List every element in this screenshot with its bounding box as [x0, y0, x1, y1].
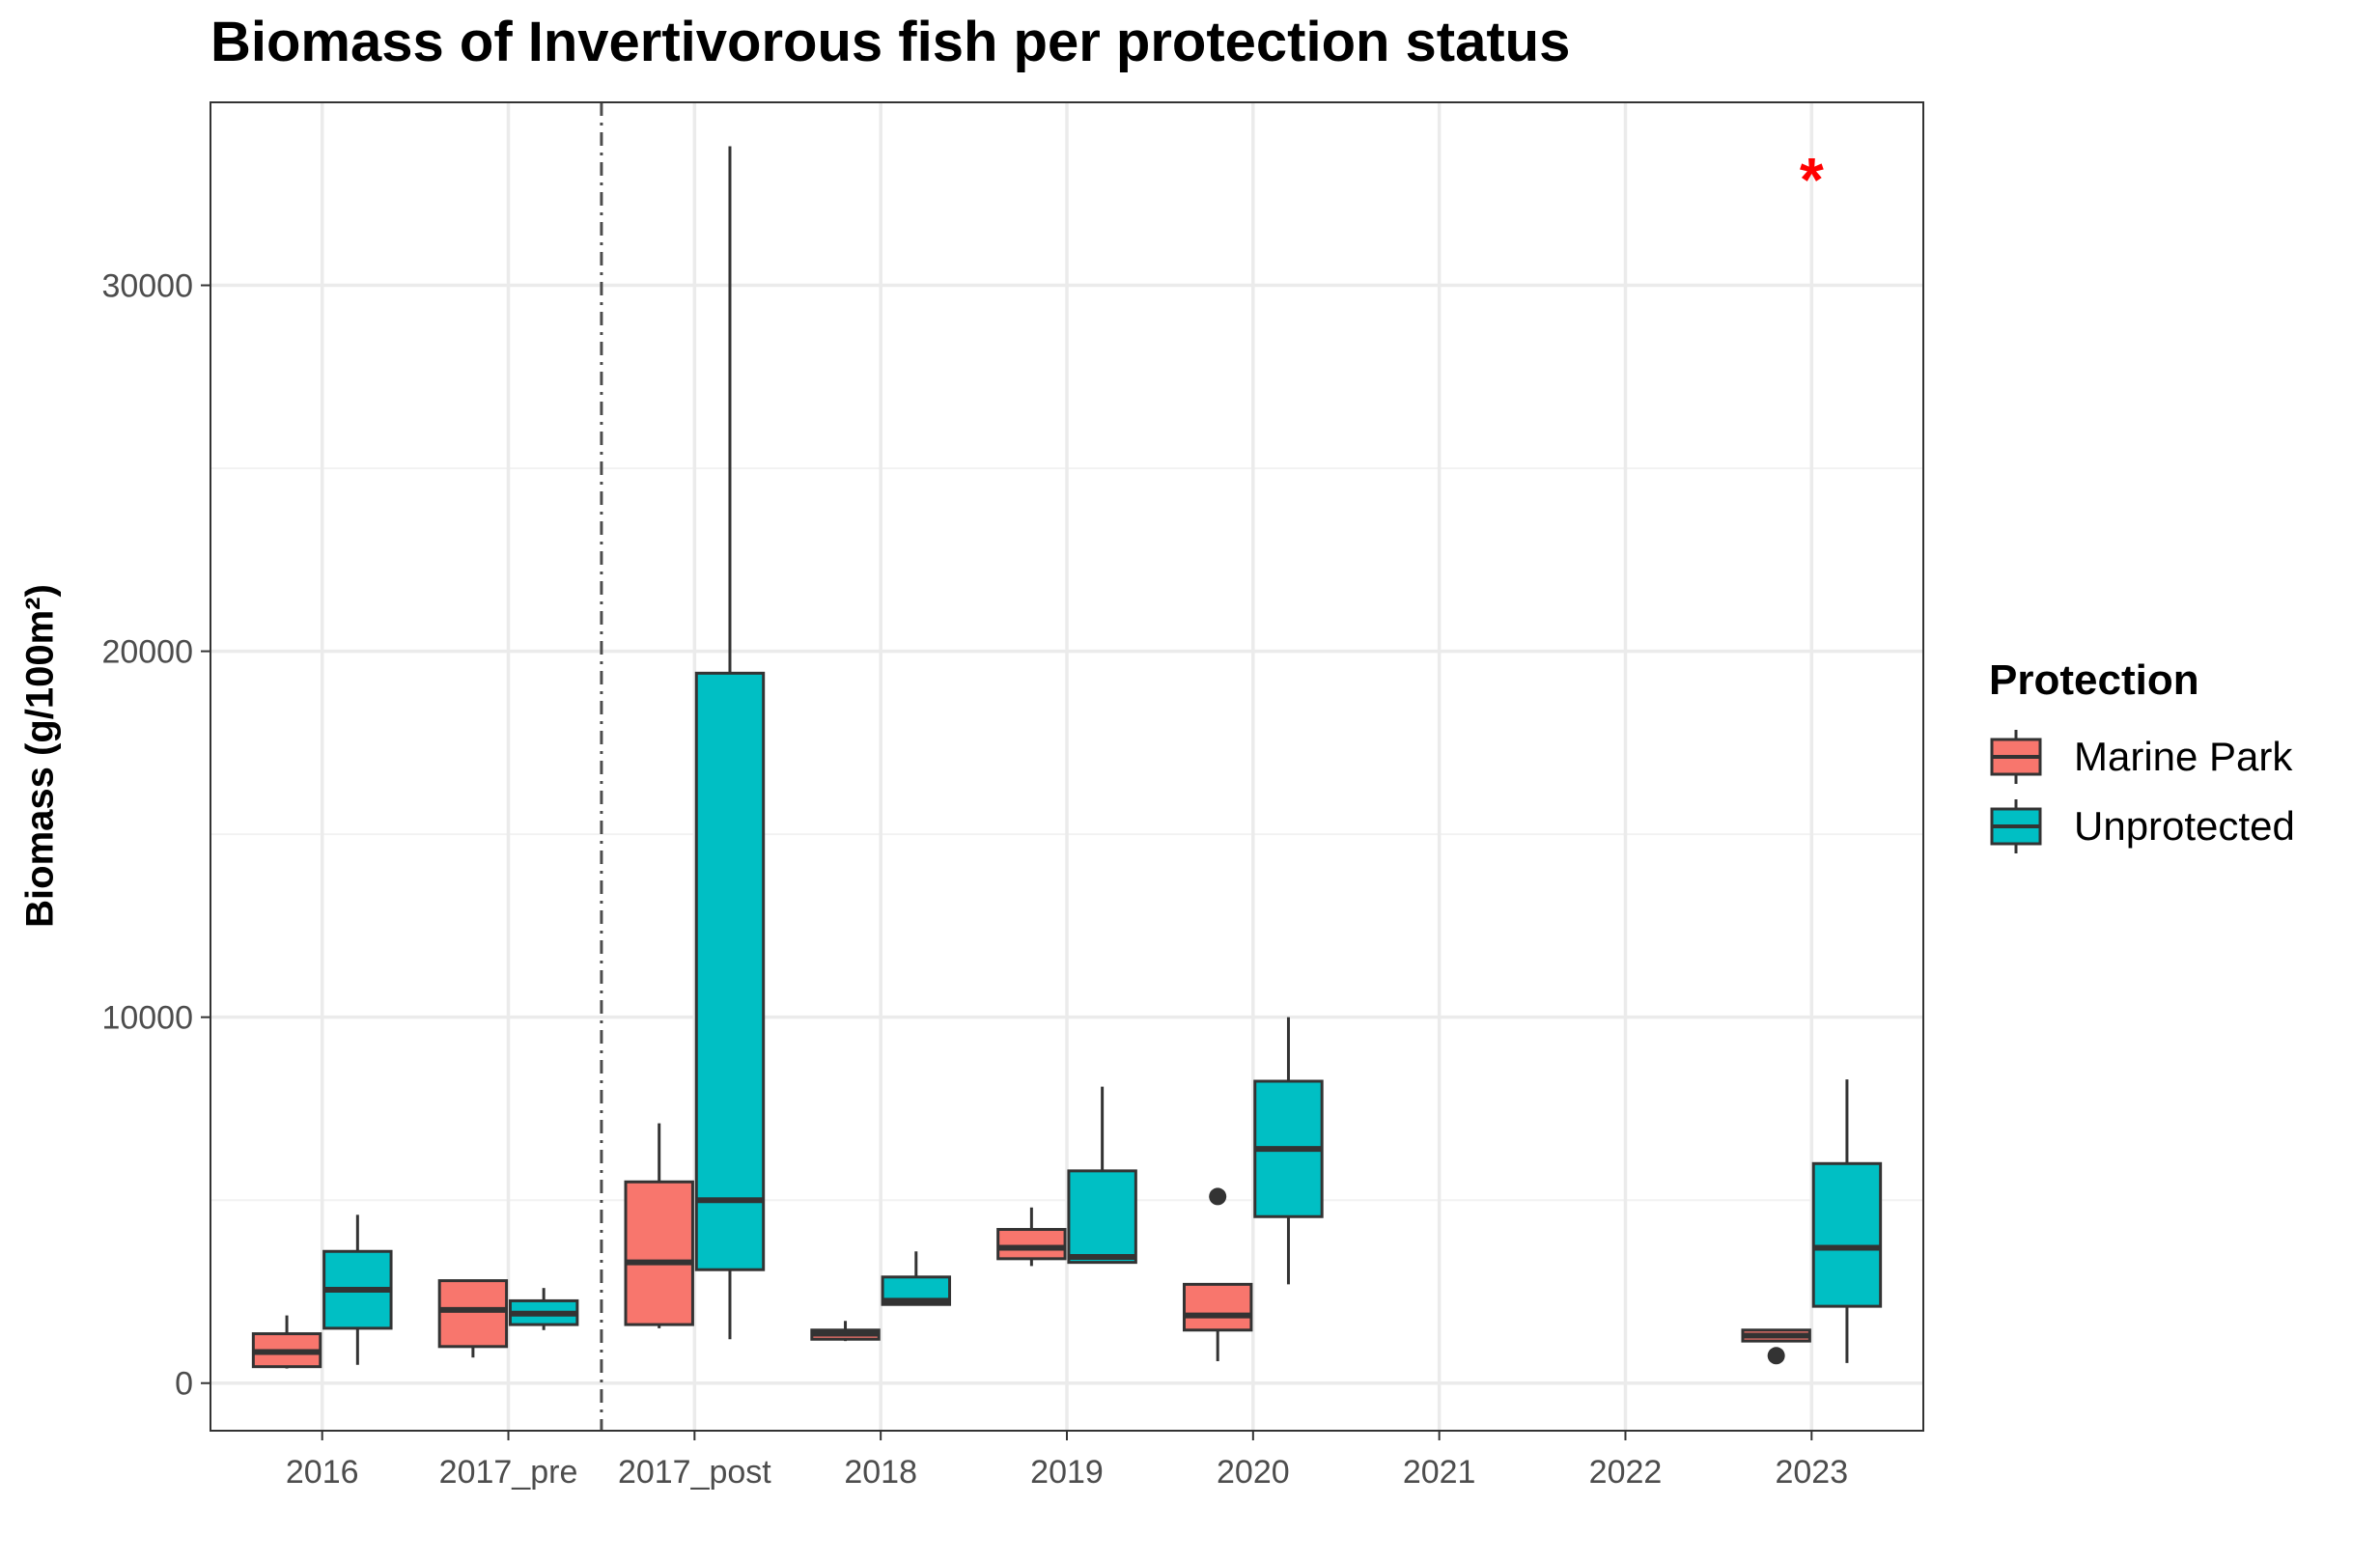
- x-tick-label: 2017_post: [618, 1454, 771, 1491]
- chart-title: Biomass of Invertivorous fish per protec…: [210, 11, 1571, 73]
- legend-key: [1989, 799, 2043, 853]
- box-marine-park-2020: [1182, 1187, 1253, 1361]
- box-body: [1811, 1161, 1883, 1308]
- box-body: [1182, 1282, 1253, 1332]
- legend-item-unprotected: Unprotected: [1989, 792, 2295, 861]
- axis-layer: 0 10000 20000 30000 2016 2017_pre 2017_post 201…: [101, 268, 1848, 1491]
- legend-title: Protection: [1989, 656, 2199, 704]
- x-tick-label: 2020: [1217, 1454, 1290, 1491]
- box-body: [437, 1279, 509, 1349]
- x-tick-label: 2023: [1775, 1454, 1848, 1491]
- legend-label: Unprotected: [2074, 803, 2295, 849]
- box-marine-park-2018: [810, 1321, 881, 1342]
- y-tick-label: 20000: [101, 634, 193, 671]
- box-unprotected-2023: [1811, 1079, 1883, 1363]
- box-body: [624, 1180, 694, 1326]
- x-tick-label: 2017_pre: [439, 1454, 578, 1491]
- outlier-point: [1767, 1347, 1785, 1365]
- box-body: [1067, 1169, 1137, 1265]
- y-axis-label: Biomass (g/100m²): [18, 584, 62, 928]
- y-tick-label: 0: [175, 1366, 193, 1403]
- box-unprotected-2019: [1067, 1086, 1137, 1265]
- box-body: [996, 1228, 1067, 1261]
- box-unprotected-2018: [881, 1251, 952, 1306]
- box-marine-park-2017_pre: [437, 1279, 509, 1358]
- x-tick-label: 2021: [1403, 1454, 1476, 1491]
- box-body: [694, 671, 766, 1271]
- outlier-point: [1209, 1187, 1227, 1206]
- significance-annotation: *: [1800, 145, 1824, 214]
- legend-item-marine-park: Marine Park: [1989, 722, 2295, 792]
- x-tick-label: 2019: [1030, 1454, 1104, 1491]
- boxes-layer: [251, 146, 1883, 1369]
- box-unprotected-2020: [1253, 1017, 1324, 1285]
- y-tick-label: 30000: [101, 268, 193, 305]
- box-unprotected-2017_post: [694, 146, 766, 1340]
- legend-key: [1989, 730, 2043, 784]
- box-unprotected-2016: [322, 1214, 393, 1365]
- box-marine-park-2016: [251, 1315, 322, 1369]
- legend-items: Marine Park Unprotected: [1989, 722, 2295, 861]
- legend: Protection Marine Park Unprotected: [1989, 656, 2295, 861]
- box-marine-park-2017_post: [624, 1123, 694, 1328]
- box-unprotected-2017_pre: [508, 1288, 579, 1330]
- x-tick-label: 2018: [844, 1454, 917, 1491]
- box-marine-park-2023: [1741, 1328, 1811, 1365]
- grid-lines: [210, 101, 1923, 1431]
- x-tick-label: 2016: [286, 1454, 359, 1491]
- x-tick-label: 2022: [1589, 1454, 1663, 1491]
- annotations-layer: *: [1800, 145, 1824, 214]
- legend-label: Marine Park: [2074, 734, 2293, 779]
- y-tick-label: 10000: [101, 1000, 193, 1037]
- box-marine-park-2019: [996, 1207, 1067, 1267]
